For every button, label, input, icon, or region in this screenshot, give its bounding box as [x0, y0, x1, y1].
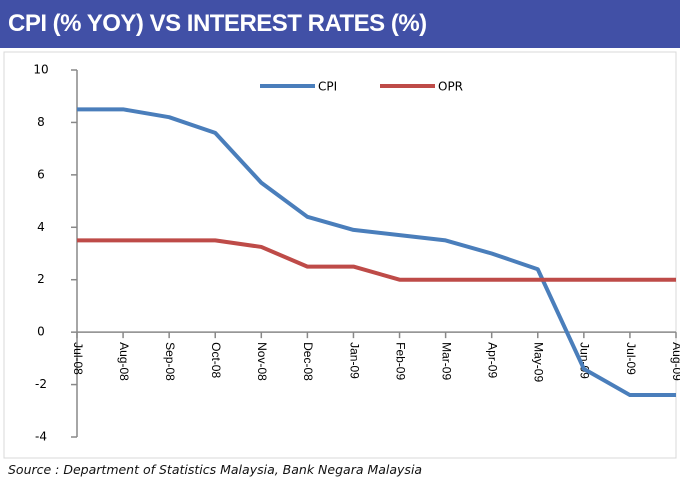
- x-tick-label: Aug-09: [670, 342, 680, 381]
- x-tick-label: Jan-09: [347, 342, 361, 379]
- y-tick-label: 2: [37, 272, 45, 286]
- title-bar: CPI (% YOY) VS INTEREST RATES (%): [0, 0, 680, 48]
- y-tick-label: 10: [33, 63, 48, 77]
- x-tick-label: Apr-09: [486, 342, 500, 378]
- y-tick-label: 0: [37, 325, 45, 339]
- y-tick-label: 4: [37, 220, 45, 234]
- x-tick-label: Aug-08: [117, 342, 131, 381]
- x-tick-label: May-09: [532, 342, 546, 382]
- x-tick-label: Jul-08: [71, 342, 85, 375]
- y-tick-label: -2: [35, 377, 47, 391]
- x-tick-label: Nov-08: [255, 342, 269, 381]
- x-tick-label: Mar-09: [439, 342, 453, 380]
- source-note: Source : Department of Statistics Malays…: [8, 462, 423, 477]
- legend-label: OPR: [438, 80, 463, 94]
- y-tick-label: 8: [37, 115, 45, 129]
- series-line: [77, 107, 676, 398]
- x-tick-label: Sep-08: [163, 342, 177, 381]
- x-tick-label: Oct-08: [209, 342, 223, 378]
- y-tick-label: -4: [35, 430, 47, 444]
- x-tick-label: Feb-09: [393, 342, 407, 380]
- plot-frame: [3, 51, 677, 459]
- x-tick-label: Dec-08: [301, 342, 315, 381]
- legend-label: CPI: [318, 80, 337, 94]
- x-tick-label: Jul-09: [624, 342, 638, 375]
- series-line: [77, 238, 676, 282]
- y-tick-label: 6: [37, 167, 45, 181]
